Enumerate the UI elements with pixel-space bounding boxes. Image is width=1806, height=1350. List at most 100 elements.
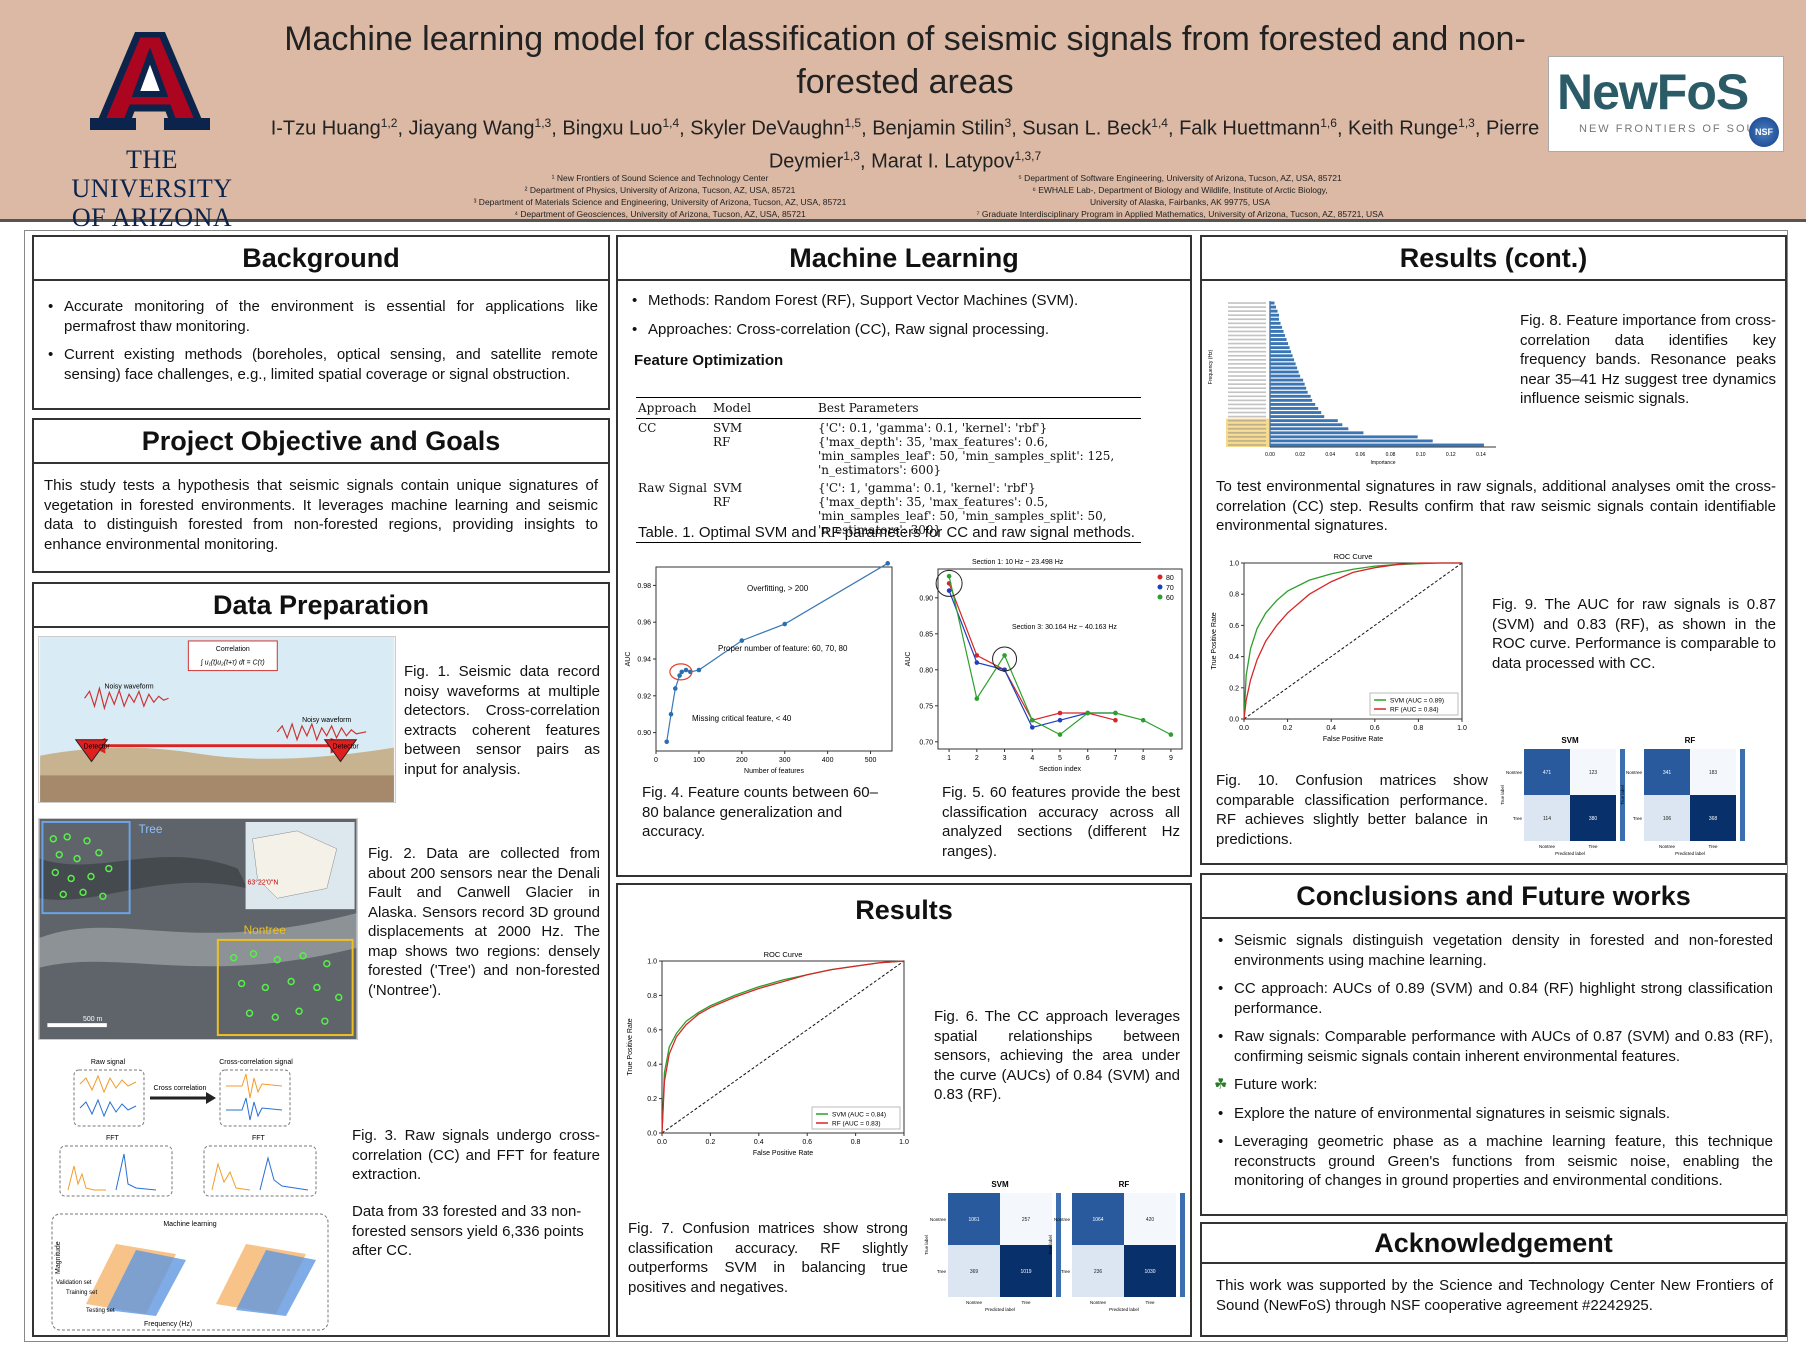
data-point	[1113, 710, 1118, 716]
bar	[1270, 313, 1280, 317]
matrix-cell	[1690, 749, 1736, 795]
bar-tick-label	[1228, 423, 1266, 426]
x-tick-label: 500	[865, 757, 877, 764]
fig3-cc-arrow-label: Cross correlation	[154, 1085, 207, 1092]
fig9-caption: Fig. 9. The AUC for raw signals is 0.87 …	[1492, 596, 1776, 672]
table-header-params: Best Parameters	[816, 397, 1141, 419]
legend-label: RF (AUC = 0.84)	[1390, 707, 1439, 714]
col-label: Tree	[1708, 844, 1718, 849]
bar-tick-label	[1228, 334, 1266, 337]
ml-bullets: Methods: Random Forest (RF), Support Vec…	[628, 291, 1180, 339]
data-preparation-panel: Data Preparation Correlation ∫ u₁(t)u₂(t…	[32, 582, 610, 1337]
matrix-value: 1019	[1020, 1269, 1031, 1275]
fig1-correlation-formula: ∫ u₁(t)u₂(t+τ) dt = C(τ)	[200, 660, 265, 667]
matrix-value: 257	[1022, 1217, 1031, 1223]
x-tick-label: 0.14	[1476, 452, 1486, 458]
fig10-caption: Fig. 10. Confusion matrices show compara…	[1216, 772, 1488, 848]
bar-tick-label	[1228, 436, 1266, 438]
bar-tick-label	[1228, 415, 1266, 418]
y-tick-label: 0.90	[919, 595, 933, 602]
fig1-seismic-diagram: Correlation ∫ u₁(t)u₂(t+τ) dt = C(τ) Noi…	[38, 636, 396, 803]
bar	[1270, 317, 1280, 321]
x-tick-label: 0.00	[1265, 452, 1275, 458]
bar	[1270, 309, 1278, 313]
x-tick-label: 5	[1058, 755, 1062, 762]
matrix-value: 114	[1543, 816, 1551, 822]
x-tick-label: 1.0	[899, 1139, 909, 1146]
data-point	[1057, 732, 1063, 737]
row-label: Nontree	[1506, 770, 1523, 775]
bar	[1270, 346, 1290, 350]
data-point	[782, 621, 788, 627]
author-list: I-Tzu Huang1,2, Jiayang Wang1,3, Bingxu …	[270, 116, 1540, 173]
data-point	[677, 673, 682, 678]
x-tick-label: 0.10	[1416, 452, 1426, 458]
matrix-value: 1061	[968, 1217, 979, 1223]
matrix-cell	[1072, 1245, 1124, 1297]
data-preparation-heading: Data Preparation	[34, 584, 608, 628]
x-tick-label: 0.0	[657, 1139, 667, 1146]
affiliation-line: ⁵ Department of Software Engineering, Un…	[1018, 173, 1342, 183]
legend-label: RF (AUC = 0.83)	[832, 1121, 881, 1128]
x-tick-label: 0.4	[754, 1139, 764, 1146]
colorbar	[1740, 749, 1745, 841]
acknowledgement-text: This work was supported by the Science a…	[1216, 1277, 1773, 1314]
params-table: Approach Model Best Parameters CC SVM RF…	[636, 397, 1141, 543]
colorbar	[1056, 1193, 1061, 1297]
bar-tick-label	[1228, 338, 1266, 341]
bar	[1270, 325, 1283, 329]
x-axis-label: False Positive Rate	[1323, 736, 1383, 743]
results-cont-heading: Results (cont.)	[1202, 237, 1785, 281]
fig3-caption: Fig. 3. Raw signals undergo cross-correl…	[352, 1127, 600, 1183]
raw-signal-text: To test environmental signatures in raw …	[1216, 478, 1776, 534]
x-tick-label: 400	[822, 757, 834, 764]
x-tick-label: 0.6	[1370, 725, 1380, 732]
x-tick-label: 0.0	[1239, 725, 1249, 732]
x-tick-label: 0.8	[851, 1139, 861, 1146]
fig1-noisy-label-2: Noisy waveform	[302, 717, 351, 724]
x-axis-label: Predicted label	[1109, 1307, 1139, 1312]
matrix-value: 236	[1094, 1269, 1103, 1275]
legend-box	[811, 1106, 901, 1130]
newfos-logo-text: NewFoS	[1557, 64, 1749, 120]
y-tick-label: 0.0	[647, 1131, 657, 1138]
table-cell: SVM RF	[711, 479, 816, 543]
bar	[1270, 382, 1305, 386]
fig1-correlation-label: Correlation	[216, 646, 250, 653]
diagonal-line	[661, 960, 905, 1134]
fig6-roc-chart: 0.0 0.2 0.4 0.6 0.8 1.0 0.0 0.2 0.4 0.6 0.8 1.0 Fals…	[627, 950, 909, 1157]
bar	[1270, 358, 1295, 362]
data-point	[1029, 717, 1035, 723]
row-label: Tree	[1061, 1269, 1071, 1274]
y-tick-label: 1.0	[647, 959, 657, 966]
x-tick-label: 0.4	[1326, 725, 1336, 732]
list-item: CC approach: AUCs of 0.89 (SVM) and 0.84…	[1214, 979, 1773, 1018]
data-point	[1029, 725, 1035, 730]
nsf-badge-icon: NSF	[1749, 117, 1779, 147]
matrix-cell	[1000, 1193, 1052, 1245]
matrix-cell	[1000, 1245, 1052, 1297]
y-tick-label: 0.2	[1229, 685, 1239, 692]
x-tick-label: 9	[1169, 755, 1173, 762]
bar	[1270, 402, 1316, 406]
matrix-value: 1064	[1092, 1217, 1103, 1223]
highlight-circle	[992, 646, 1018, 672]
bar	[1270, 419, 1338, 423]
fig3-spectra-stack	[86, 1244, 316, 1316]
fig2-scale-bar	[47, 1023, 107, 1028]
seedling-icon: ☘	[1214, 1076, 1228, 1093]
bar-tick-label	[1228, 302, 1266, 304]
machine-learning-panel: Machine Learning Methods: Random Forest …	[616, 235, 1192, 877]
matrix-cell	[1644, 795, 1690, 841]
bar	[1270, 435, 1418, 439]
fig2-tree-sensors	[49, 833, 113, 901]
fig3-testing-label: Testing set	[86, 1308, 115, 1314]
y-tick-label: 0.6	[1229, 623, 1239, 630]
fig2-tree-label: Tree	[139, 822, 163, 836]
matrix-value: 183	[1709, 770, 1718, 776]
data-point	[664, 739, 670, 745]
bar-tick-label	[1228, 322, 1266, 325]
fig2-sensor-map: Tree 63°22'0"N Nontree 500 m	[38, 818, 358, 1040]
data-point	[679, 669, 685, 675]
